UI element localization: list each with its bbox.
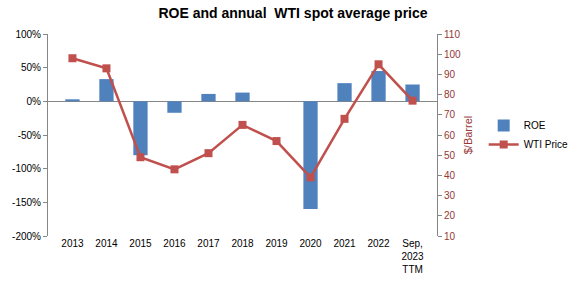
svg-text:2015: 2015 xyxy=(129,238,152,249)
svg-text:2019: 2019 xyxy=(265,238,288,249)
svg-text:2014: 2014 xyxy=(95,238,118,249)
svg-text:40: 40 xyxy=(444,170,456,181)
svg-text:90: 90 xyxy=(444,69,456,80)
svg-text:-50%: -50% xyxy=(18,130,41,141)
svg-text:30: 30 xyxy=(444,190,456,201)
svg-text:20: 20 xyxy=(444,210,456,221)
svg-text:-100%: -100% xyxy=(12,163,41,174)
svg-text:ROE and annual WTI spot avera: ROE and annual WTI spot average price xyxy=(158,5,427,21)
svg-text:2013: 2013 xyxy=(61,238,84,249)
svg-text:2018: 2018 xyxy=(231,238,254,249)
svg-text:100%: 100% xyxy=(15,29,41,40)
svg-text:2017: 2017 xyxy=(197,238,220,249)
svg-text:50: 50 xyxy=(444,150,456,161)
svg-text:110: 110 xyxy=(444,29,460,40)
svg-text:-200%: -200% xyxy=(12,231,41,242)
svg-text:50%: 50% xyxy=(21,62,41,73)
svg-text:ROE: ROE xyxy=(524,120,546,131)
svg-text:100: 100 xyxy=(444,49,461,60)
svg-text:WTI Price: WTI Price xyxy=(524,139,568,150)
svg-text:-150%: -150% xyxy=(12,197,41,208)
svg-text:2022: 2022 xyxy=(367,238,390,249)
svg-text:0%: 0% xyxy=(27,96,42,107)
svg-text:2020: 2020 xyxy=(299,238,322,249)
svg-text:Sep,2023TTM: Sep,2023TTM xyxy=(401,238,424,275)
svg-text:10: 10 xyxy=(444,231,456,242)
svg-text:60: 60 xyxy=(444,130,456,141)
svg-text:$/Barrel: $/Barrel xyxy=(462,116,474,155)
svg-text:70: 70 xyxy=(444,109,456,120)
svg-text:2021: 2021 xyxy=(333,238,356,249)
svg-text:2016: 2016 xyxy=(163,238,186,249)
svg-text:80: 80 xyxy=(444,89,456,100)
